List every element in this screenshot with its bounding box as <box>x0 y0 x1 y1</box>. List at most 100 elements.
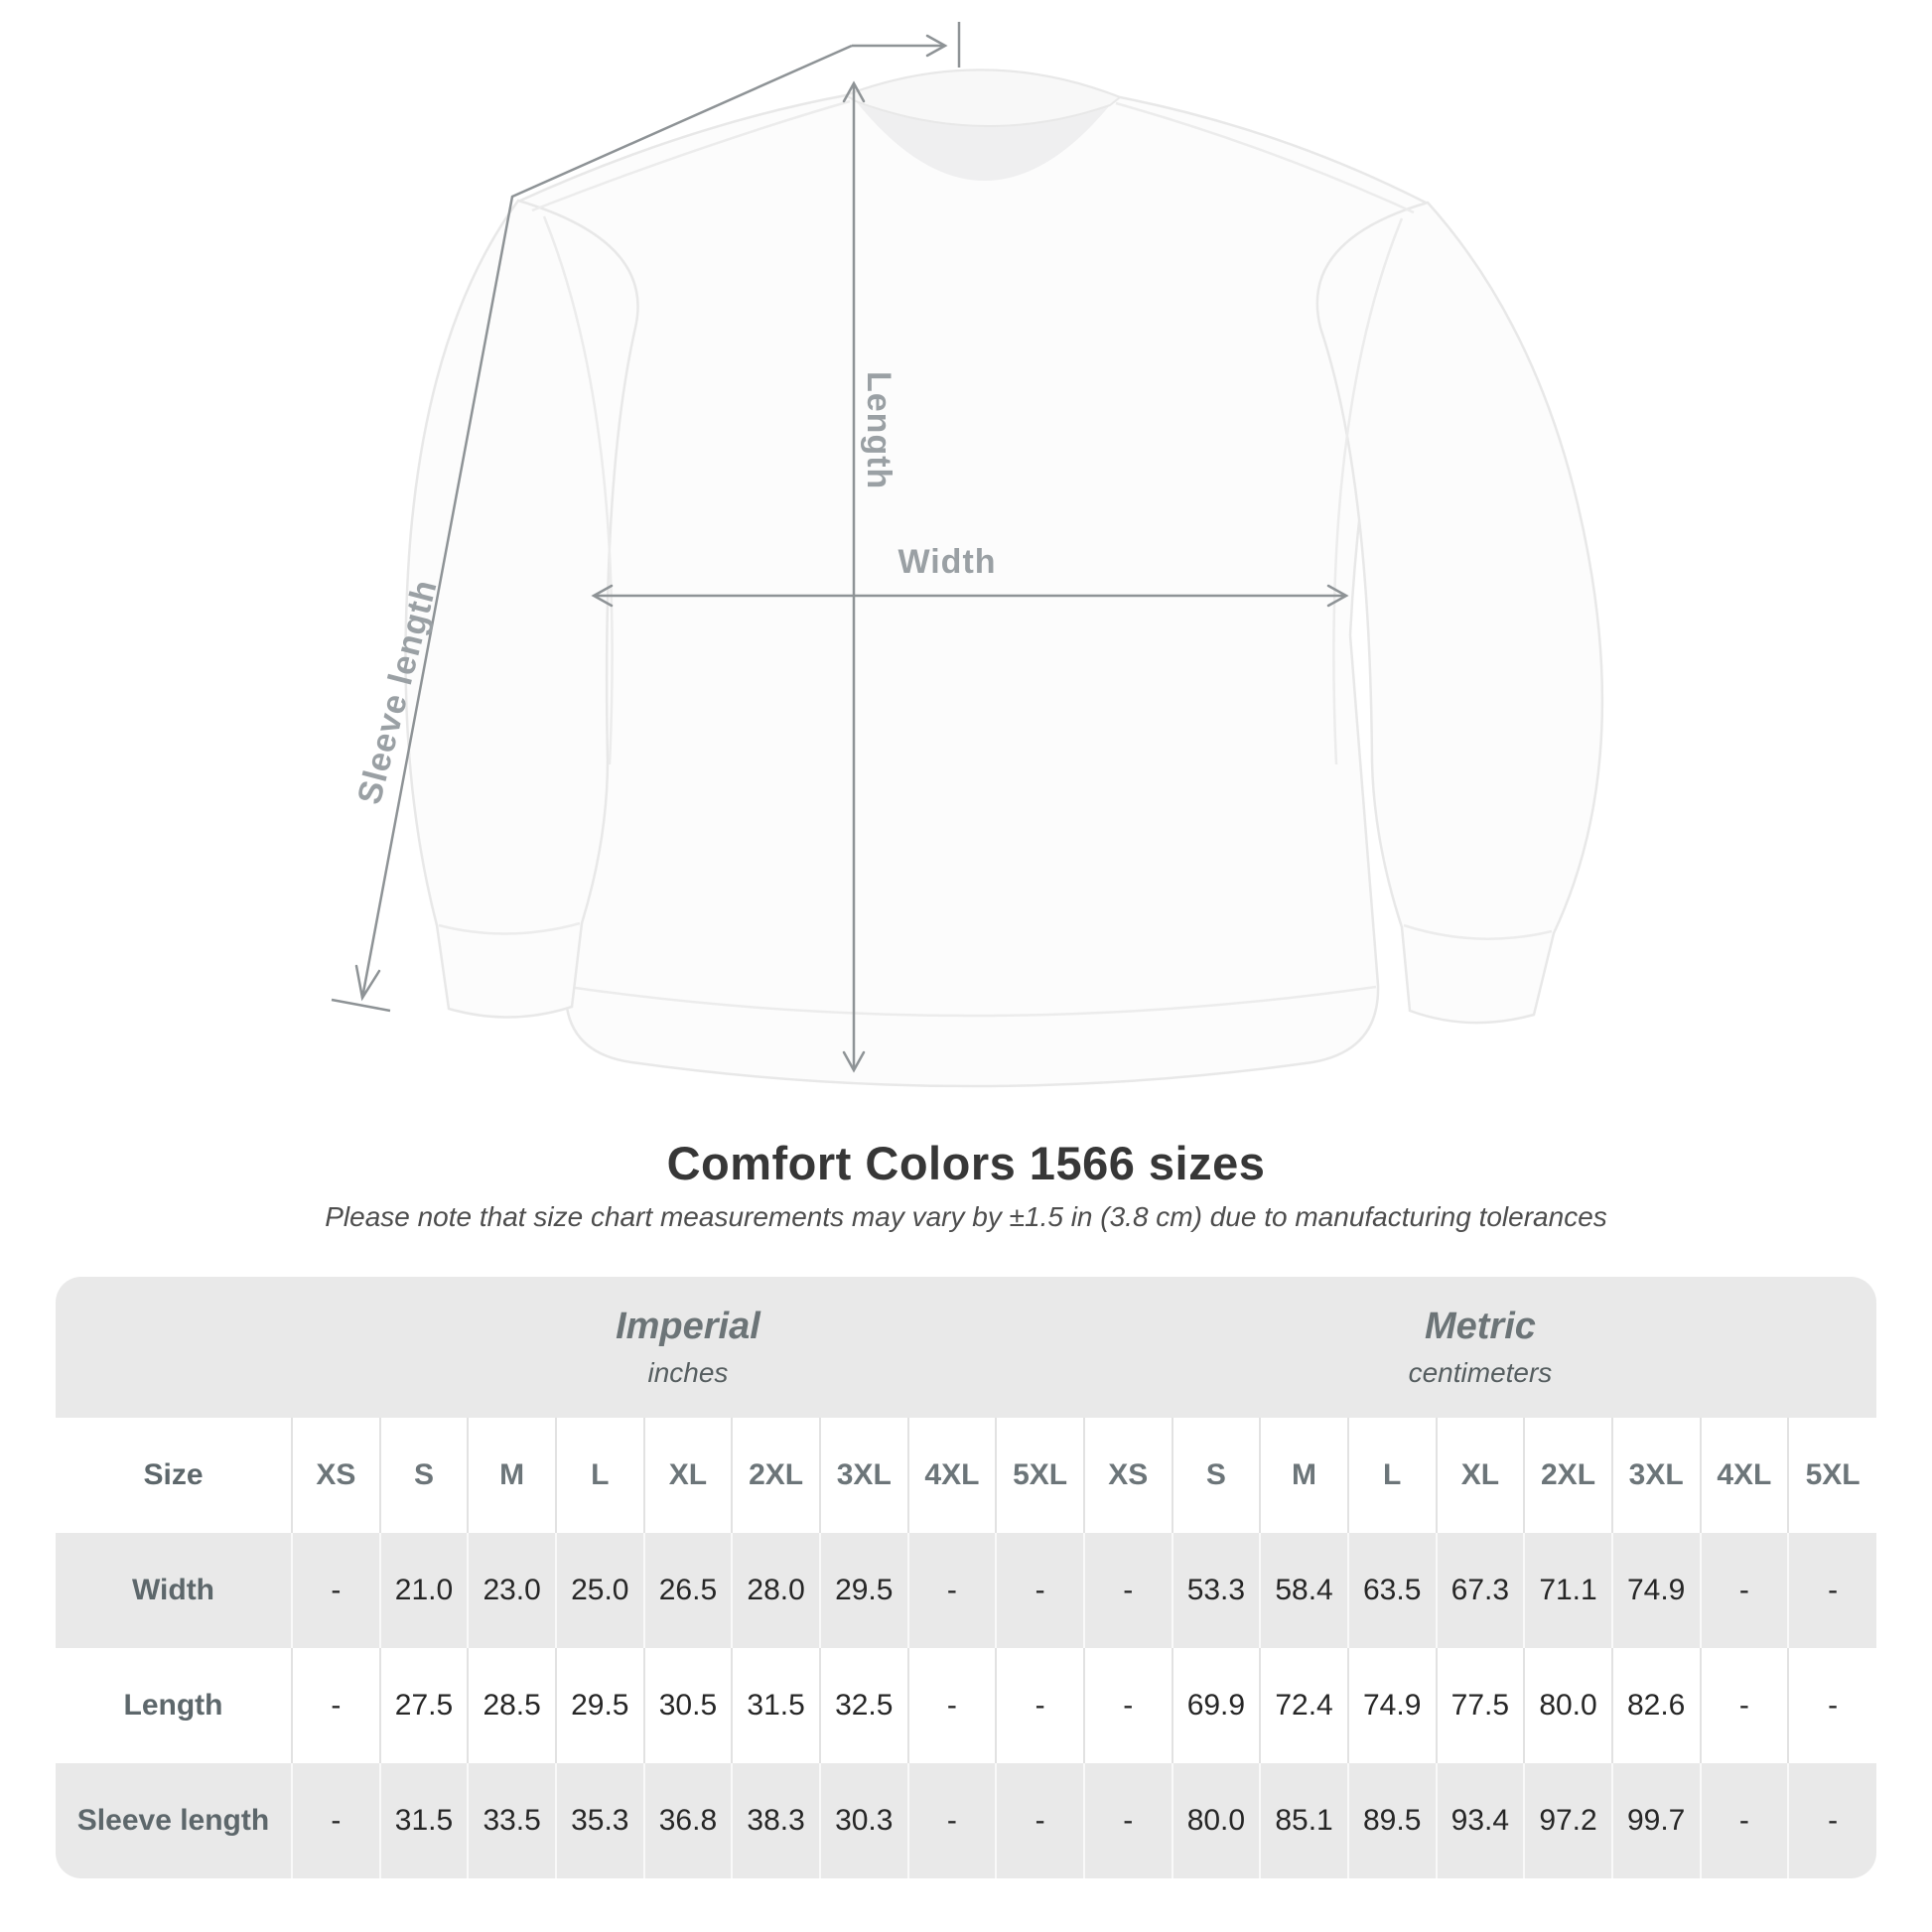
page-title: Comfort Colors 1566 sizes <box>666 1137 1266 1189</box>
sleeve-metric-m: 85.1 <box>1259 1762 1348 1878</box>
table-row-sleeve-length: Sleeve length - 31.5 33.5 35.3 36.8 38.3… <box>56 1762 1876 1878</box>
length-metric-4xl: - <box>1699 1647 1789 1763</box>
width-imperial-xl: 26.5 <box>642 1532 733 1648</box>
row-label-sleeve-length: Sleeve length <box>56 1762 292 1878</box>
length-metric-s: 69.9 <box>1171 1647 1261 1763</box>
length-arrow <box>842 80 866 1073</box>
left-shoulder-seam <box>531 99 851 212</box>
width-metric-m: 58.4 <box>1259 1532 1348 1648</box>
sleeve-metric-l: 89.5 <box>1346 1762 1437 1878</box>
length-imperial-l: 29.5 <box>554 1647 644 1763</box>
size-col-header-imperial-2xl: 2XL <box>731 1417 820 1533</box>
size-col-header-metric-xs: XS <box>1082 1417 1173 1533</box>
width-metric-xl: 67.3 <box>1435 1532 1525 1648</box>
size-chart-table: Imperial inches Metric centimeters Size … <box>56 1276 1876 1878</box>
length-metric-xl: 77.5 <box>1435 1647 1525 1763</box>
length-metric-5xl: - <box>1787 1647 1876 1763</box>
width-imperial-5xl: - <box>995 1532 1084 1648</box>
width-metric-4xl: - <box>1699 1532 1789 1648</box>
size-col-header-imperial-l: L <box>554 1417 644 1533</box>
group-metric-unit: centimeters <box>1408 1356 1553 1388</box>
size-header-row: Size XS S M L XL 2XL 3XL 4XL 5XL XS S M … <box>56 1417 1876 1533</box>
length-metric-xs: - <box>1082 1647 1173 1763</box>
sleeve-length-arrow <box>331 44 853 1013</box>
width-arrow <box>591 584 1349 608</box>
sleeve-metric-4xl: - <box>1699 1762 1789 1878</box>
width-imperial-s: 21.0 <box>378 1532 469 1648</box>
sleeve-imperial-5xl: - <box>995 1762 1084 1878</box>
length-metric-l: 74.9 <box>1346 1647 1437 1763</box>
size-col-header-metric-3xl: 3XL <box>1610 1417 1701 1533</box>
left-cuff-seam <box>438 921 581 935</box>
tolerance-note: Please note that size chart measurements… <box>325 1200 1607 1232</box>
sleeve-imperial-3xl: 30.3 <box>818 1762 908 1878</box>
sleeve-metric-3xl: 99.7 <box>1610 1762 1701 1878</box>
right-cuff-seam <box>1403 923 1553 940</box>
group-metric-label: Metric <box>1424 1305 1536 1347</box>
size-header-cell: Size <box>56 1417 292 1533</box>
size-col-header-metric-l: L <box>1346 1417 1437 1533</box>
sleeve-metric-xl: 93.4 <box>1435 1762 1525 1878</box>
width-imperial-m: 23.0 <box>467 1532 556 1648</box>
width-metric-xs: - <box>1082 1532 1173 1648</box>
width-imperial-2xl: 28.0 <box>731 1532 820 1648</box>
group-spacer <box>56 1276 292 1418</box>
length-imperial-xs: - <box>291 1647 380 1763</box>
length-imperial-2xl: 31.5 <box>731 1647 820 1763</box>
length-imperial-m: 28.5 <box>467 1647 556 1763</box>
unit-group-row: Imperial inches Metric centimeters <box>56 1276 1876 1418</box>
length-imperial-xl: 30.5 <box>642 1647 733 1763</box>
measurement-diagram: Length Width Sleeve length <box>331 22 1604 1088</box>
size-col-header-imperial-xs: XS <box>291 1417 380 1533</box>
size-col-header-metric-5xl: 5XL <box>1787 1417 1876 1533</box>
sweatshirt-illustration <box>404 69 1604 1088</box>
width-metric-2xl: 71.1 <box>1523 1532 1612 1648</box>
table-row-width: Width - 21.0 23.0 25.0 26.5 28.0 29.5 - … <box>56 1532 1876 1648</box>
length-imperial-s: 27.5 <box>378 1647 469 1763</box>
sleeve-metric-s: 80.0 <box>1171 1762 1261 1878</box>
right-armhole-seam <box>1332 217 1404 765</box>
hem-seam <box>567 985 1377 1018</box>
group-imperial-label: Imperial <box>616 1305 760 1347</box>
length-imperial-4xl: - <box>906 1647 997 1763</box>
size-col-header-metric-2xl: 2XL <box>1523 1417 1612 1533</box>
size-col-header-imperial-xl: XL <box>642 1417 733 1533</box>
width-imperial-3xl: 29.5 <box>818 1532 908 1648</box>
group-imperial: Imperial inches <box>292 1276 1084 1418</box>
width-label: Width <box>897 543 996 581</box>
size-col-header-imperial-5xl: 5XL <box>995 1417 1084 1533</box>
sleeve-metric-2xl: 97.2 <box>1523 1762 1612 1878</box>
length-label: Length <box>860 371 897 489</box>
shoulder-to-collar-arrow <box>852 22 961 68</box>
sleeve-imperial-xs: - <box>291 1762 380 1878</box>
row-label-length: Length <box>56 1647 292 1763</box>
sleeve-imperial-xl: 36.8 <box>642 1762 733 1878</box>
width-imperial-4xl: - <box>906 1532 997 1648</box>
length-metric-m: 72.4 <box>1259 1647 1348 1763</box>
length-metric-2xl: 80.0 <box>1523 1647 1612 1763</box>
length-imperial-5xl: - <box>995 1647 1084 1763</box>
row-label-width: Width <box>56 1532 292 1648</box>
sleeve-metric-5xl: - <box>1787 1762 1876 1878</box>
width-imperial-l: 25.0 <box>554 1532 644 1648</box>
sleeve-imperial-4xl: - <box>906 1762 997 1878</box>
group-metric: Metric centimeters <box>1083 1276 1876 1418</box>
right-shoulder-seam <box>1115 101 1415 214</box>
width-metric-l: 63.5 <box>1346 1532 1437 1648</box>
size-col-header-metric-s: S <box>1171 1417 1261 1533</box>
size-col-header-imperial-4xl: 4XL <box>906 1417 997 1533</box>
size-col-header-imperial-3xl: 3XL <box>818 1417 908 1533</box>
width-metric-3xl: 74.9 <box>1610 1532 1701 1648</box>
length-metric-3xl: 82.6 <box>1610 1647 1701 1763</box>
collar-inner-shadow <box>856 101 1110 182</box>
collar-band <box>843 69 1122 128</box>
left-armhole-seam <box>542 215 614 765</box>
size-col-header-imperial-s: S <box>378 1417 469 1533</box>
width-metric-5xl: - <box>1787 1532 1876 1648</box>
sleeve-imperial-2xl: 38.3 <box>731 1762 820 1878</box>
sleeve-imperial-s: 31.5 <box>378 1762 469 1878</box>
sleeve-imperial-m: 33.5 <box>467 1762 556 1878</box>
right-sleeve <box>1315 201 1604 1025</box>
size-col-header-metric-xl: XL <box>1435 1417 1525 1533</box>
length-imperial-3xl: 32.5 <box>818 1647 908 1763</box>
